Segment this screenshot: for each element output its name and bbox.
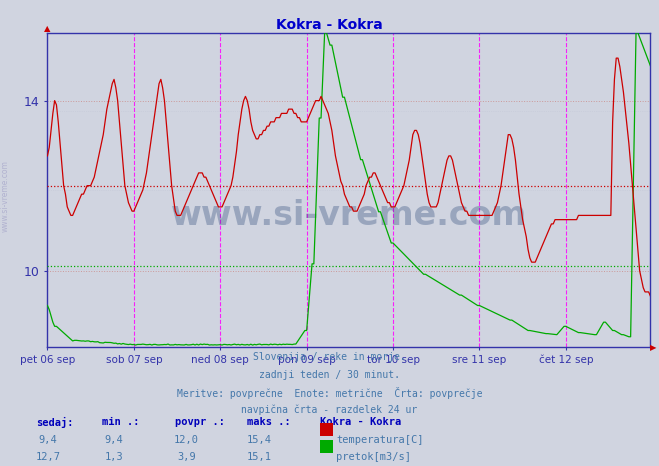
Text: zadnji teden / 30 minut.: zadnji teden / 30 minut.: [259, 370, 400, 379]
Text: 9,4: 9,4: [39, 435, 57, 445]
Text: 1,3: 1,3: [105, 452, 123, 461]
Text: 15,1: 15,1: [246, 452, 272, 461]
Text: ▶: ▶: [650, 343, 657, 352]
Text: Kokra - Kokra: Kokra - Kokra: [276, 18, 383, 32]
Text: Kokra - Kokra: Kokra - Kokra: [320, 417, 401, 427]
Text: maks .:: maks .:: [247, 417, 291, 427]
Text: ▲: ▲: [44, 24, 51, 33]
Text: 12,7: 12,7: [36, 452, 61, 461]
Text: 3,9: 3,9: [177, 452, 196, 461]
Text: temperatura[C]: temperatura[C]: [336, 435, 424, 445]
Text: 9,4: 9,4: [105, 435, 123, 445]
Text: Slovenija / reke in morje.: Slovenija / reke in morje.: [253, 352, 406, 362]
Text: www.si-vreme.com: www.si-vreme.com: [171, 199, 527, 232]
Text: navpična črta - razdelek 24 ur: navpična črta - razdelek 24 ur: [241, 405, 418, 416]
Text: pretok[m3/s]: pretok[m3/s]: [336, 452, 411, 461]
Text: sedaj:: sedaj:: [36, 417, 74, 428]
Text: 12,0: 12,0: [174, 435, 199, 445]
Text: povpr .:: povpr .:: [175, 417, 225, 427]
Text: Meritve: povprečne  Enote: metrične  Črta: povprečje: Meritve: povprečne Enote: metrične Črta:…: [177, 387, 482, 399]
Text: min .:: min .:: [102, 417, 140, 427]
Text: www.si-vreme.com: www.si-vreme.com: [1, 160, 10, 232]
Text: 15,4: 15,4: [246, 435, 272, 445]
